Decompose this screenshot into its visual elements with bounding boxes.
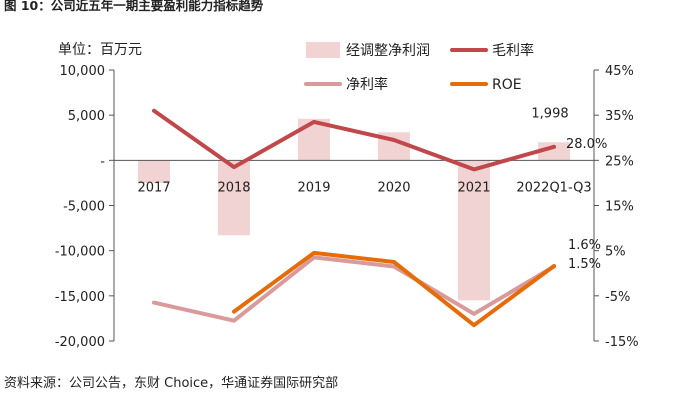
legend-swatch <box>306 42 340 58</box>
chart: -20,000-15,000-10,000-5,000-5,00010,000-… <box>55 42 639 350</box>
data-label-gross-margin: 28.0% <box>566 137 607 152</box>
legend-label: ROE <box>492 77 522 93</box>
source-note: 资料来源：公司公告，东财 Choice，华通证券国际研究部 <box>4 376 339 391</box>
legend-label: 毛利率 <box>492 42 534 59</box>
category-label: 2022Q1-Q3 <box>516 180 591 195</box>
right-tick-label: 35% <box>605 109 634 124</box>
bar-adj-net-profit <box>138 160 170 183</box>
bar-adj-net-profit <box>218 160 250 236</box>
data-label-net-margin: 1.5% <box>568 257 601 272</box>
right-tick-label: -5% <box>605 290 630 305</box>
left-tick-label: -5,000 <box>63 200 105 215</box>
line-series <box>152 108 556 328</box>
line-毛利率 <box>152 108 556 172</box>
left-tick-label: -20,000 <box>55 335 105 350</box>
left-tick-label: - <box>100 154 105 169</box>
category-label: 2018 <box>217 180 250 195</box>
category-label: 2020 <box>377 180 410 195</box>
data-label-bar: 1,998 <box>531 106 568 121</box>
bar-adj-net-profit <box>458 160 490 301</box>
left-tick-label: 5,000 <box>68 109 105 124</box>
axes: -20,000-15,000-10,000-5,000-5,00010,000-… <box>55 64 639 350</box>
legend-label: 经调整净利润 <box>346 43 430 59</box>
unit-label: 单位：百万元 <box>58 42 142 58</box>
legend-label: 净利率 <box>346 76 388 93</box>
right-tick-label: -15% <box>605 335 639 350</box>
category-label: 2017 <box>137 180 170 195</box>
left-tick-label: -15,000 <box>55 290 105 305</box>
right-tick-label: 15% <box>605 200 634 215</box>
right-tick-label: 5% <box>605 245 626 260</box>
left-tick-label: -10,000 <box>55 245 105 260</box>
left-tick-label: 10,000 <box>60 64 106 79</box>
figure-title: 图 10：公司近五年一期主要盈利能力指标趋势 <box>4 0 264 13</box>
data-labels: 1,998 28.0% 1.6% 1.5% <box>531 106 607 272</box>
data-label-roe: 1.6% <box>568 238 601 253</box>
category-label: 2019 <box>297 180 330 195</box>
line-ROE <box>232 250 556 328</box>
category-label: 2021 <box>457 180 490 195</box>
bar-adj-net-profit <box>538 142 570 161</box>
line-净利率 <box>152 255 556 323</box>
right-tick-label: 25% <box>605 154 634 169</box>
right-tick-label: 45% <box>605 64 634 79</box>
